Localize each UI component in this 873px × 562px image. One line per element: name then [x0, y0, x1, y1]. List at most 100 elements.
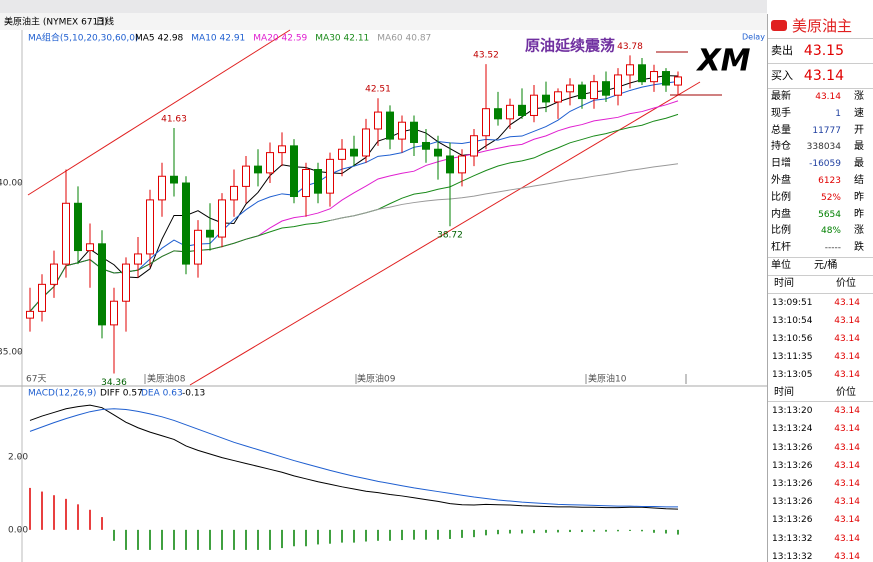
col-price: 价位: [836, 277, 856, 289]
trade-time: 13:13:32: [772, 551, 813, 562]
candle-body: [590, 81, 598, 100]
candle-body: [482, 108, 490, 137]
stat-label-2: 最: [854, 158, 864, 170]
stat-value: -16059: [809, 159, 841, 170]
trade-row: 13:13:32 43.14: [768, 530, 873, 548]
trade-time: 13:13:26: [772, 442, 813, 453]
price-value: 43.14: [803, 68, 844, 84]
candle-body: [626, 64, 634, 76]
trade-row: 13:13:26 43.14: [768, 493, 873, 511]
col-time: 时间: [774, 277, 794, 289]
trade-time: 13:13:26: [772, 515, 813, 526]
x-label: 美原油08: [147, 373, 186, 385]
trade-time: 13:13:05: [772, 370, 813, 381]
low-label: 38.72: [437, 231, 463, 241]
candle-body: [650, 71, 658, 83]
stat-label: 日增: [771, 158, 791, 170]
stat-label: 现手: [771, 107, 791, 119]
stat-value: 6123: [818, 175, 841, 186]
stat-row: 最新 43.14 涨: [768, 89, 873, 106]
trade-price: 43.14: [834, 406, 860, 417]
candle-body: [290, 145, 298, 198]
chart-title: 原油延续震荡: [525, 37, 615, 55]
stat-label-2: 跌: [854, 242, 864, 254]
high-label: 41.63: [161, 114, 187, 124]
ma-legend: MA30 42.11: [315, 34, 369, 44]
candle-body: [614, 74, 622, 96]
low-label: 34.36: [101, 378, 127, 388]
stat-row: 比例 52% 昨: [768, 190, 873, 207]
candle-body: [422, 141, 430, 150]
candle-body: [266, 152, 274, 174]
macd-legend: -0.13: [182, 389, 205, 399]
trade-row: 13:10:56 43.14: [768, 330, 873, 348]
price-label: 买入: [771, 69, 793, 82]
stat-label-2: 速: [854, 107, 864, 119]
stat-row: 外盘 6123 结: [768, 173, 873, 190]
stat-value: 338034: [806, 142, 841, 153]
candle-body: [26, 310, 34, 319]
candle-body: [566, 84, 574, 93]
candle-body: [314, 169, 322, 194]
candle-body: [638, 64, 646, 83]
trade-row: 13:13:26 43.14: [768, 475, 873, 493]
stat-label-2: 结: [854, 174, 864, 186]
trade-time: 13:13:26: [772, 460, 813, 471]
trade-price: 43.14: [834, 370, 860, 381]
ma-legend: MA10 42.91: [191, 34, 245, 44]
candle-body: [182, 182, 190, 265]
candle-body: [146, 199, 154, 255]
price-row: 买入 43.14: [768, 64, 873, 89]
stat-row: 总量 11777 开: [768, 123, 873, 140]
ma-line: [329, 163, 679, 222]
trade-row: 13:09:51 43.14: [768, 294, 873, 312]
candle-body: [374, 111, 382, 130]
candle-body: [506, 104, 514, 120]
chart-area: 美原油主 (NYMEX 6713) 日线 原油延续震荡 XM Delay MA组…: [0, 0, 767, 562]
toolbar-strip: [0, 0, 767, 13]
candle-body: [446, 155, 454, 174]
badge: [771, 20, 787, 31]
trade-price: 43.14: [834, 460, 860, 471]
macd-legend-label: MACD(12,26,9): [28, 389, 96, 399]
symbol: 美原油主 (NYMEX 6713): [4, 16, 108, 28]
candle-body: [98, 243, 106, 326]
period[interactable]: 日线: [96, 16, 114, 28]
candle-body: [302, 169, 310, 198]
y-tick-label: 40.00: [0, 179, 23, 189]
trade-time: 13:13:26: [772, 497, 813, 508]
stat-value: 52%: [820, 192, 841, 203]
candle-body: [254, 165, 262, 174]
candle-body: [542, 94, 550, 103]
stat-label-2: 最: [854, 141, 864, 153]
candle-body: [338, 148, 346, 160]
stat-value: 1: [835, 108, 841, 119]
stat-value: 48%: [820, 226, 841, 237]
candle-body: [242, 165, 250, 187]
chart-header: [0, 13, 767, 30]
trade-price: 43.14: [834, 479, 860, 490]
stat-row: 杠杆 ----- 跌: [768, 240, 873, 257]
price-row: 卖出 43.15: [768, 39, 873, 64]
col-price: 价位: [836, 386, 856, 398]
stat-label: 最新: [771, 91, 791, 102]
candle-body: [494, 108, 502, 120]
candle-body: [62, 202, 70, 265]
candle-body: [530, 94, 538, 116]
x-label: 美原油10: [588, 373, 627, 385]
trade-price: 43.14: [834, 497, 860, 508]
trade-price: 43.14: [834, 551, 860, 562]
trade-row: 13:13:05 43.14: [768, 366, 873, 384]
stat-value: -----: [824, 243, 841, 254]
candle-body: [410, 121, 418, 143]
candle-body: [398, 121, 406, 140]
candle-body: [602, 81, 610, 96]
stat-value: 43.14: [815, 92, 841, 102]
trade-time: 13:13:24: [772, 424, 813, 435]
stat-row: 持仓 338034 最: [768, 139, 873, 156]
quote-panel: 美原油主 卖出 43.15 买入 43.14 最新 43.14 涨现手 1 速总量 11777 开持仓…: [767, 14, 873, 562]
trade-price: 43.14: [834, 352, 860, 363]
trade-row: 13:13:24 43.14: [768, 420, 873, 438]
ma-legend-label: MA组合(5,10,20,30,60,0): [28, 32, 139, 44]
diff-legend: DIFF 0.57: [100, 389, 143, 399]
